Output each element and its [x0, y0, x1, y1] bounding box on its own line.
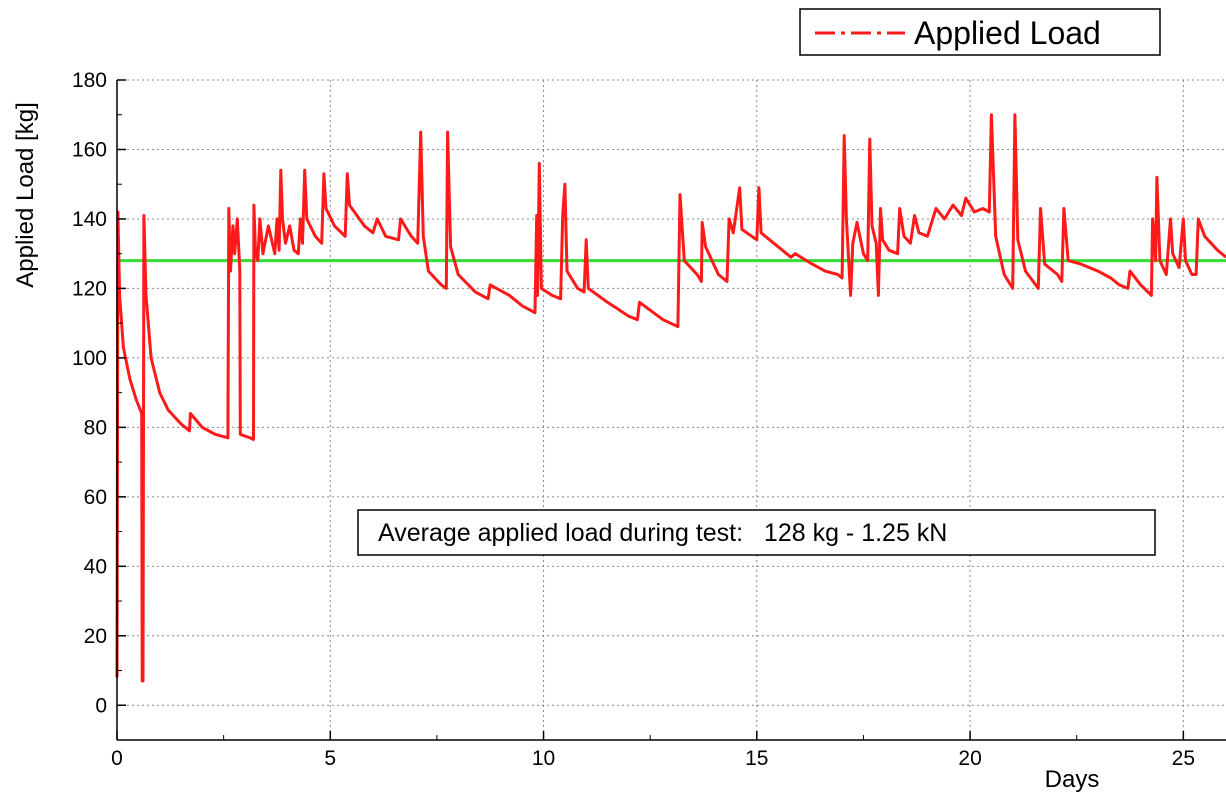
y-tick-label: 120: [72, 277, 107, 300]
y-tick-label: 0: [95, 694, 107, 717]
y-tick-label: 160: [72, 138, 107, 161]
legend: Applied Load: [800, 9, 1160, 55]
y-tick-label: 140: [72, 208, 107, 231]
legend-label-applied-load: Applied Load: [914, 15, 1101, 51]
y-tick-label: 60: [84, 486, 107, 509]
y-tick-label: 40: [84, 555, 107, 578]
x-tick-label: 25: [1172, 747, 1195, 770]
y-axis-title: Applied Load [kg]: [12, 102, 39, 287]
x-tick-label: 20: [958, 747, 981, 770]
x-tick-label: 0: [111, 747, 123, 770]
x-tick-label: 15: [745, 747, 768, 770]
annotation-text: Average applied load during test: 128 kg…: [378, 519, 947, 547]
x-tick-label: 5: [324, 747, 336, 770]
y-tick-label: 180: [72, 69, 107, 92]
y-tick-label: 80: [84, 416, 107, 439]
x-tick-label: 10: [532, 747, 555, 770]
y-tick-label: 20: [84, 625, 107, 648]
annotation: Average applied load during test: 128 kg…: [358, 510, 1155, 555]
y-tick-label: 100: [72, 347, 107, 370]
x-axis-title: Days: [1045, 766, 1100, 793]
